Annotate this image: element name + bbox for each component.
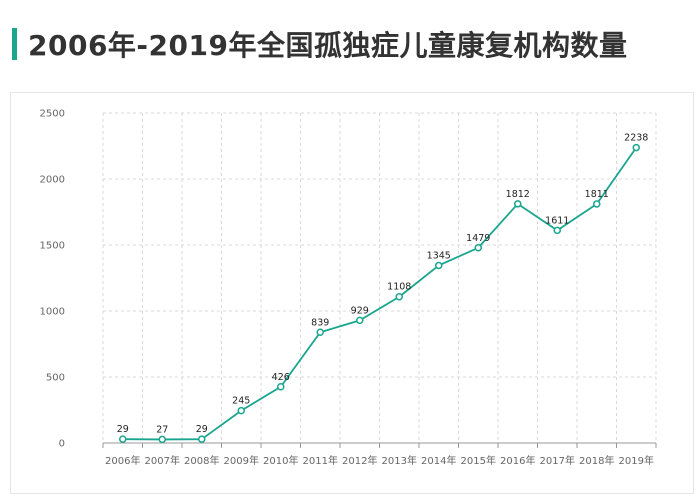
chart-title: 2006年-2019年全国孤独症儿童康复机构数量 bbox=[28, 29, 628, 62]
data-point bbox=[435, 261, 443, 270]
x-tick-label: 2007年 bbox=[145, 454, 180, 467]
y-tick-label: 500 bbox=[46, 373, 65, 384]
y-tick-label: 2500 bbox=[40, 109, 65, 120]
y-tick-label: 2000 bbox=[40, 175, 65, 186]
x-tick-label: 2006年 bbox=[105, 454, 140, 467]
x-tick-label: 2011年 bbox=[303, 454, 338, 467]
data-label: 27 bbox=[156, 424, 168, 435]
data-label: 29 bbox=[117, 424, 129, 435]
data-label: 426 bbox=[272, 372, 290, 383]
data-label: 245 bbox=[232, 396, 250, 407]
data-point bbox=[158, 435, 166, 444]
data-label: 1345 bbox=[427, 250, 451, 261]
data-point bbox=[119, 435, 127, 443]
data-label: 1811 bbox=[585, 189, 609, 200]
data-point bbox=[277, 383, 285, 391]
data-label: 29 bbox=[196, 424, 208, 435]
x-tick-label: 2015年 bbox=[461, 454, 496, 467]
x-tick-label: 2016年 bbox=[500, 454, 535, 467]
data-label: 1108 bbox=[387, 282, 411, 293]
data-point bbox=[237, 406, 245, 415]
data-point bbox=[632, 143, 640, 152]
x-tick-label: 2017年 bbox=[540, 454, 575, 467]
data-label: 2238 bbox=[624, 133, 648, 144]
data-point bbox=[514, 200, 522, 208]
data-point bbox=[553, 226, 561, 235]
y-tick-label: 1500 bbox=[40, 241, 65, 252]
x-tick-label: 2018年 bbox=[579, 454, 614, 467]
chart-panel bbox=[10, 92, 694, 494]
data-label: 1479 bbox=[466, 233, 490, 244]
data-point bbox=[395, 292, 403, 301]
x-tick-label: 2009年 bbox=[224, 454, 259, 467]
x-tick-label: 2008年 bbox=[184, 454, 219, 467]
data-point bbox=[198, 435, 206, 443]
x-tick-label: 2012年 bbox=[342, 454, 377, 467]
data-label: 1611 bbox=[545, 215, 569, 226]
data-label: 1812 bbox=[506, 189, 530, 200]
title-accent-bar bbox=[12, 28, 17, 60]
data-point bbox=[356, 316, 364, 325]
y-tick-label: 0 bbox=[59, 439, 65, 450]
data-label: 929 bbox=[351, 305, 369, 316]
x-tick-label: 2019年 bbox=[619, 454, 654, 467]
x-tick-label: 2010年 bbox=[263, 454, 298, 467]
x-tick-label: 2014年 bbox=[421, 454, 456, 467]
data-point bbox=[316, 328, 324, 337]
x-tick-label: 2013年 bbox=[382, 454, 417, 467]
series-line bbox=[122, 147, 637, 441]
data-label: 839 bbox=[311, 317, 329, 328]
data-point bbox=[593, 200, 601, 208]
data-point bbox=[474, 244, 482, 252]
y-tick-label: 1000 bbox=[40, 307, 65, 318]
